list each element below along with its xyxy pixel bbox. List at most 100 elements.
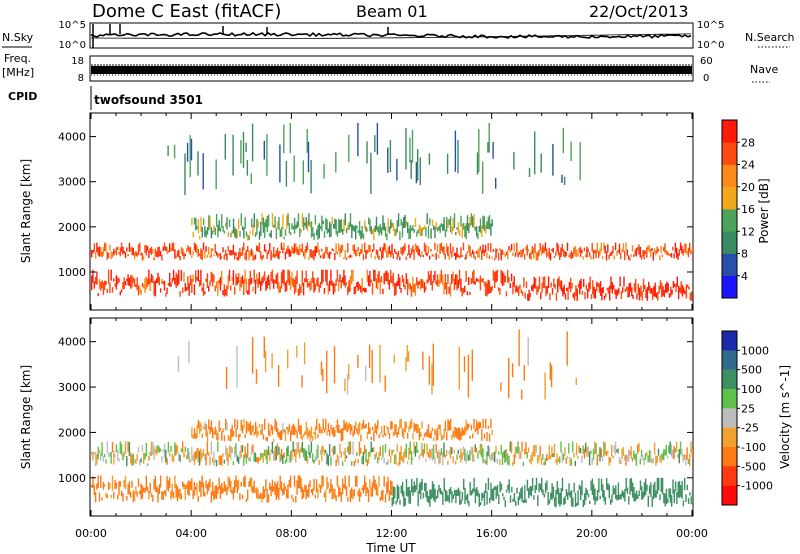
echo-stroke — [562, 249, 565, 257]
echo-stroke — [679, 441, 682, 455]
echo-stroke — [122, 493, 124, 502]
range-tick-label: 1000 — [58, 266, 86, 279]
echo-stroke — [254, 421, 257, 434]
echo-stroke — [419, 453, 422, 457]
echo-stroke — [388, 449, 391, 457]
echo-stroke — [274, 216, 276, 228]
echo-stroke — [284, 282, 287, 292]
echo-stroke — [323, 287, 326, 294]
echo-stroke — [612, 455, 614, 459]
echo-stroke — [370, 226, 372, 235]
echo-stroke — [457, 279, 459, 289]
echo-stroke — [248, 235, 250, 241]
echo-stroke — [376, 123, 379, 155]
echo-stroke — [388, 279, 391, 290]
echo-stroke — [652, 252, 654, 261]
echo-stroke — [102, 456, 105, 462]
echo-stroke — [396, 280, 398, 287]
echo-stroke — [356, 282, 358, 288]
echo-stroke — [240, 277, 242, 288]
echo-stroke — [104, 242, 106, 252]
echo-stroke — [452, 431, 454, 437]
echo-stroke — [239, 231, 241, 237]
echo-stroke — [245, 278, 248, 293]
echo-stroke — [252, 251, 254, 261]
echo-stroke — [383, 273, 385, 285]
echo-stroke — [432, 343, 434, 386]
echo-stroke — [447, 219, 449, 229]
echo-stroke — [102, 482, 105, 490]
echo-stroke — [395, 424, 397, 435]
echo-stroke — [488, 255, 491, 259]
echo-stroke — [300, 477, 302, 492]
echo-stroke — [531, 285, 533, 291]
echo-stroke — [425, 227, 427, 237]
echo-stroke — [208, 215, 210, 231]
echo-stroke — [154, 449, 157, 454]
echo-stroke — [317, 225, 319, 240]
echo-stroke — [128, 242, 131, 252]
echo-stroke — [620, 459, 622, 465]
echo-stroke — [565, 251, 567, 257]
echo-stroke — [329, 429, 331, 437]
echo-stroke — [521, 441, 523, 452]
echo-stroke — [475, 420, 478, 431]
echo-stroke — [407, 487, 409, 497]
echo-stroke — [593, 286, 595, 299]
echo-stroke — [409, 137, 411, 163]
echo-stroke — [318, 249, 320, 256]
echo-stroke — [669, 441, 671, 455]
echo-stroke — [456, 428, 458, 439]
echo-stroke — [306, 220, 309, 232]
echo-stroke — [98, 246, 101, 257]
echo-stroke — [282, 214, 284, 230]
echo-stroke — [414, 485, 417, 492]
echo-stroke — [452, 494, 454, 499]
echo-stroke — [313, 233, 315, 240]
echo-stroke — [533, 445, 535, 457]
echo-stroke — [492, 487, 495, 501]
echo-stroke — [321, 248, 323, 252]
echo-stroke — [206, 483, 209, 495]
echo-stroke — [143, 284, 145, 289]
echo-stroke — [663, 449, 665, 461]
echo-stroke — [317, 488, 319, 499]
echo-stroke — [261, 255, 263, 261]
echo-stroke — [270, 449, 272, 453]
echo-stroke — [208, 286, 210, 292]
echo-stroke — [188, 451, 190, 462]
echo-stroke — [559, 456, 561, 464]
echo-stroke — [310, 160, 312, 194]
echo-stroke — [219, 253, 222, 260]
echo-stroke — [132, 277, 134, 283]
echo-stroke — [467, 354, 470, 398]
echo-stroke — [144, 453, 146, 460]
echo-stroke — [231, 490, 233, 494]
velocity-colorbar-tick-label: -500 — [741, 460, 766, 473]
echo-stroke — [440, 433, 443, 441]
echo-stroke — [647, 455, 649, 463]
echo-stroke — [424, 482, 426, 492]
echo-stroke — [593, 484, 595, 501]
echo-stroke — [266, 252, 268, 260]
echo-stroke — [273, 224, 275, 228]
echo-stroke — [559, 252, 561, 260]
echo-stroke — [579, 142, 581, 181]
echo-stroke — [234, 418, 236, 429]
echo-stroke — [277, 427, 279, 436]
echo-stroke — [471, 349, 473, 381]
echo-stroke — [161, 456, 163, 463]
echo-stroke — [473, 454, 475, 463]
echo-stroke — [339, 429, 341, 434]
echo-stroke — [157, 445, 159, 453]
echo-stroke — [334, 429, 336, 437]
echo-stroke — [611, 251, 613, 256]
echo-stroke — [473, 269, 475, 285]
echo-stroke — [209, 456, 211, 466]
echo-stroke — [105, 459, 107, 464]
echo-stroke — [289, 250, 292, 257]
echo-stroke — [395, 500, 397, 505]
echo-stroke — [317, 434, 319, 438]
echo-stroke — [434, 242, 436, 251]
echo-stroke — [476, 487, 478, 496]
